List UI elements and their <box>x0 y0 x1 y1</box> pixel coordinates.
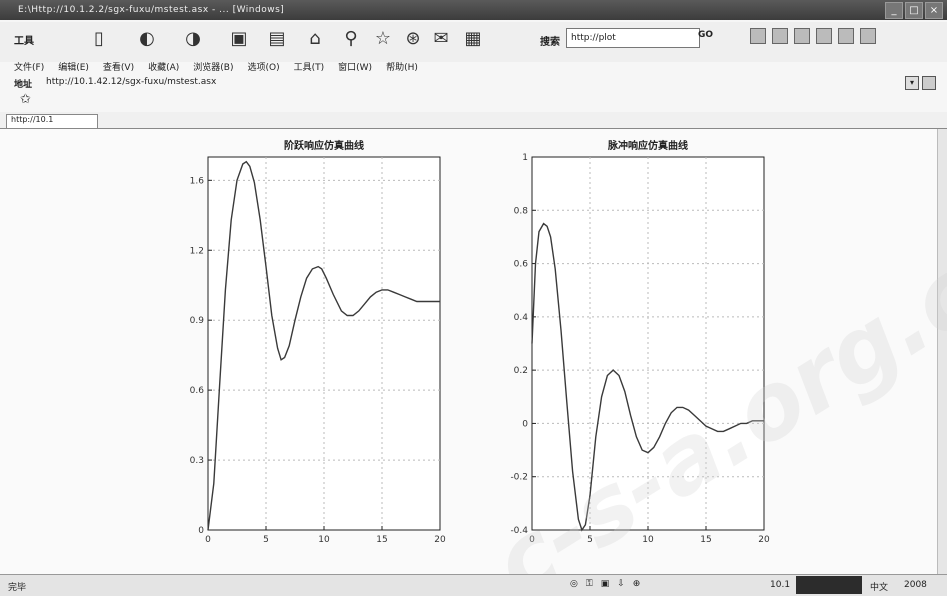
x-tick-label: 0 <box>529 535 535 545</box>
menu-item-view[interactable]: 查看(V) <box>102 63 135 73</box>
toolbar-button-icon[interactable] <box>816 28 832 44</box>
address-dropdown-icon[interactable]: ▾ <box>905 76 919 90</box>
y-tick-label: 0.4 <box>514 313 529 323</box>
menu-item-favorites[interactable]: 收藏(A) <box>148 63 180 73</box>
series-line <box>531 222 764 532</box>
favorites-icon[interactable]: ☆ <box>374 28 392 49</box>
toolbar-button-icon[interactable] <box>772 28 788 44</box>
window-controls: _ □ × <box>885 2 943 19</box>
y-tick-label: 1.6 <box>190 176 205 186</box>
y-tick-label: 0.8 <box>514 206 529 216</box>
history-icon[interactable]: ⊛ <box>405 28 421 49</box>
new-page-icon[interactable]: ▯ <box>94 28 104 49</box>
toolbar-button-icon[interactable] <box>860 28 876 44</box>
window-titlebar: E:\Http://10.1.2.2/sgx-fuxu/mstest.asx -… <box>0 0 947 20</box>
page-content: 0 5 10 15 20 0 0.3 0.6 0.9 1.2 1.6 阶跃响应仿真曲线 0 5 10 15 2… <box>0 129 937 574</box>
status-year: 2008 <box>904 580 927 590</box>
status-bar: 完毕 ◎ ⚿ ▣ ⇩ ⊕ 10.1 中文 2008 <box>0 574 947 596</box>
chart-title: 阶跃响应仿真曲线 <box>284 139 364 152</box>
status-lock-icon[interactable]: ⚿ <box>585 579 593 589</box>
window-title: E:\Http://10.1.2.2/sgx-fuxu/mstest.asx -… <box>18 5 285 15</box>
browser-toolbar: 工具 ▯ ◐ ◑ ▣ ▤ ⌂ ⚲ ☆ ⊛ ✉ ▦ 搜索 http://plot … <box>0 22 947 62</box>
maximize-button[interactable]: □ <box>905 2 923 19</box>
close-button[interactable]: × <box>925 2 943 19</box>
x-tick-label: 20 <box>758 535 770 545</box>
y-tick-label: 0.9 <box>190 316 205 326</box>
x-tick-label: 15 <box>700 535 711 545</box>
address-label: 地址 <box>14 80 33 90</box>
tab-strip: http://10.1 <box>0 112 947 129</box>
status-text: 完毕 <box>8 583 27 593</box>
status-zone-icon[interactable]: ◎ <box>570 579 578 589</box>
minimize-button[interactable]: _ <box>885 2 903 19</box>
menu-item-file[interactable]: 文件(F) <box>14 63 45 73</box>
search-go-button[interactable]: GO <box>698 30 714 40</box>
y-tick-label: 0.6 <box>514 260 529 270</box>
x-tick-label: 10 <box>642 535 654 545</box>
address-go-icon[interactable] <box>922 76 936 90</box>
x-tick-label: 0 <box>205 535 211 545</box>
toolbar-button-icon[interactable] <box>838 28 854 44</box>
taskbar-segment <box>796 576 862 594</box>
menu-item-edit[interactable]: 编辑(E) <box>58 63 89 73</box>
x-tick-label: 5 <box>263 535 269 545</box>
impulse-response-chart: 0 5 10 15 20 -0.4 -0.2 0 0.2 0.4 0.6 0.8 1 脉冲响应仿真曲线 <box>510 139 770 545</box>
status-page: 10.1 <box>770 580 791 590</box>
status-popup-icon[interactable]: ▣ <box>600 579 610 589</box>
vertical-scrollbar[interactable] <box>937 129 947 574</box>
y-tick-label: 0.2 <box>514 366 528 376</box>
stop-icon[interactable]: ▣ <box>230 28 248 49</box>
y-tick-label: -0.4 <box>510 526 528 536</box>
tools-label: 工具 <box>14 36 34 47</box>
series-line <box>207 160 440 531</box>
address-input[interactable]: http://10.1.42.12/sgx-fuxu/mstest.asx <box>46 77 217 87</box>
search-icon[interactable]: ⚲ <box>344 28 358 49</box>
y-tick-label: 1 <box>522 153 528 163</box>
x-tick-label: 20 <box>434 535 446 545</box>
y-tick-label: 0.6 <box>190 386 205 396</box>
refresh-icon[interactable]: ▤ <box>268 28 286 49</box>
chart-title: 脉冲响应仿真曲线 <box>607 139 688 152</box>
tab-active[interactable]: http://10.1 <box>6 114 98 128</box>
y-tick-label: 0 <box>198 526 204 536</box>
home-icon[interactable]: ⌂ <box>309 28 321 49</box>
mail-icon[interactable]: ✉ <box>433 28 449 49</box>
x-tick-label: 15 <box>376 535 387 545</box>
status-download-icon[interactable]: ⇩ <box>617 579 625 589</box>
favorite-star-icon[interactable]: ✩ <box>20 92 31 107</box>
toolbar-button-icon[interactable] <box>750 28 766 44</box>
status-icons: ◎ ⚿ ▣ ⇩ ⊕ <box>570 579 640 589</box>
print-icon[interactable]: ▦ <box>464 28 482 49</box>
y-tick-label: 0 <box>522 419 528 429</box>
y-tick-label: -0.2 <box>510 473 528 483</box>
search-input[interactable]: http://plot <box>566 28 700 48</box>
forward-icon[interactable]: ◑ <box>185 28 201 49</box>
menu-item-browser[interactable]: 浏览器(B) <box>193 63 234 73</box>
menu-item-window[interactable]: 窗口(W) <box>338 63 373 73</box>
step-response-chart: 0 5 10 15 20 0 0.3 0.6 0.9 1.2 1.6 阶跃响应仿真曲线 <box>190 139 446 545</box>
menu-item-options[interactable]: 选项(O) <box>247 63 280 73</box>
x-tick-label: 5 <box>587 535 593 545</box>
back-icon[interactable]: ◐ <box>139 28 155 49</box>
menu-item-help[interactable]: 帮助(H) <box>386 63 418 73</box>
y-tick-label: 1.2 <box>190 246 204 256</box>
toolbar-button-icon[interactable] <box>794 28 810 44</box>
status-lang: 中文 <box>870 583 889 593</box>
search-label: 搜索 <box>540 37 560 48</box>
status-zoom-icon[interactable]: ⊕ <box>632 579 641 589</box>
menu-item-tools[interactable]: 工具(T) <box>293 63 325 73</box>
menu-bar: 文件(F) 编辑(E) 查看(V) 收藏(A) 浏览器(B) 选项(O) 工具(… <box>14 60 418 74</box>
x-tick-label: 10 <box>318 535 330 545</box>
extra-toolbar-icons <box>750 28 876 44</box>
y-tick-label: 0.3 <box>190 456 204 466</box>
address-bar: 地址 http://10.1.42.12/sgx-fuxu/mstest.asx… <box>0 76 947 90</box>
